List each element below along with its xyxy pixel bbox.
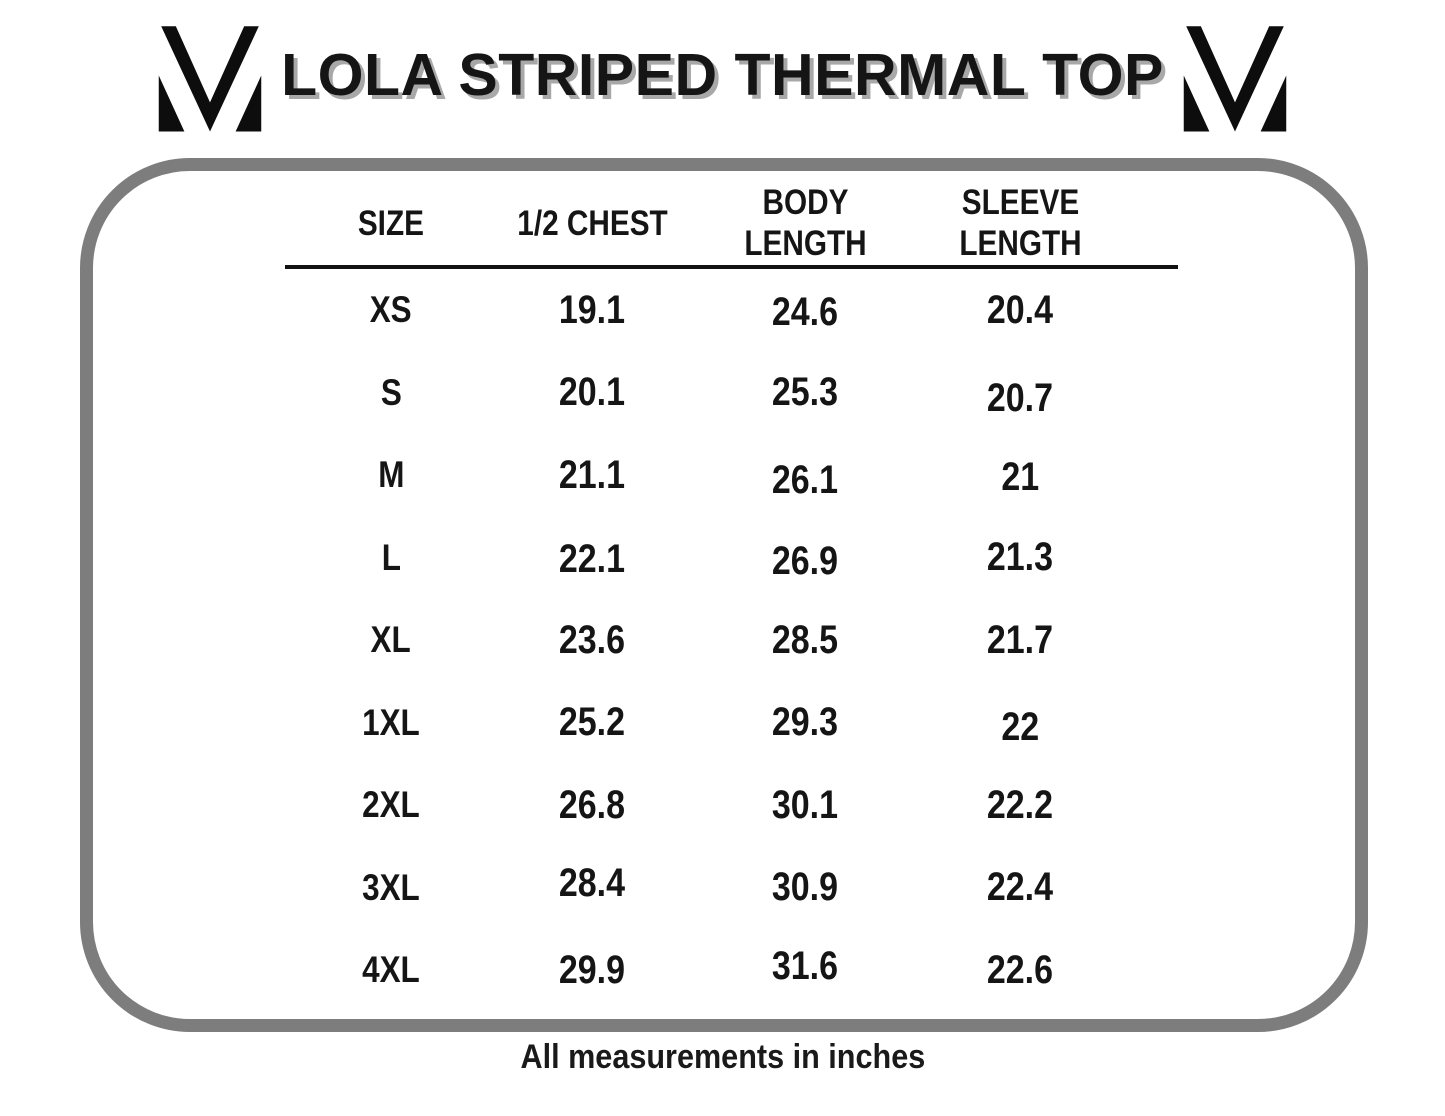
body-length-value: 24.6 xyxy=(771,289,839,334)
column-header-body-length: BODY LENGTH xyxy=(743,183,867,263)
table-row: S 20.1 25.3 20.7 xyxy=(285,352,1178,435)
brand-m-logo-icon xyxy=(1174,24,1296,136)
half-chest-value: 26.8 xyxy=(558,782,626,827)
sleeve-length-value: 20.7 xyxy=(986,376,1054,421)
table-row: 2XL 26.8 30.1 22.2 xyxy=(285,764,1178,847)
half-chest-value: 25.2 xyxy=(558,700,626,745)
size-label: XS xyxy=(370,289,412,331)
table-row: 3XL 28.4 30.9 22.4 xyxy=(285,847,1178,930)
body-length-value: 30.1 xyxy=(771,782,839,827)
header: LOLA STRIPED THERMAL TOP xyxy=(0,24,1445,136)
half-chest-value: 21.1 xyxy=(558,452,626,497)
table-row: XL 23.6 28.5 21.7 xyxy=(285,599,1178,682)
sleeve-length-value: 22 xyxy=(1001,705,1039,750)
table-header-row: SIZE 1/2 CHEST BODY LENGTH SLEEVE LENGTH xyxy=(285,183,1178,265)
half-chest-value: 28.4 xyxy=(558,861,626,906)
half-chest-value: 29.9 xyxy=(558,947,626,992)
header-underline xyxy=(285,265,1178,269)
sleeve-length-value: 21 xyxy=(1001,454,1039,499)
size-label: 2XL xyxy=(362,784,420,826)
table-row: L 22.1 26.9 21.3 xyxy=(285,517,1178,600)
brand-m-logo-icon xyxy=(149,24,271,136)
sleeve-length-value: 22.4 xyxy=(986,865,1054,910)
sleeve-length-value: 21.3 xyxy=(986,535,1054,580)
size-label: 3XL xyxy=(362,866,420,908)
body-length-value: 25.3 xyxy=(771,370,839,415)
size-label: XL xyxy=(370,619,412,661)
body-length-value: 26.9 xyxy=(771,539,839,584)
body-length-value: 28.5 xyxy=(771,617,839,662)
table-row: 1XL 25.2 29.3 22 xyxy=(285,682,1178,765)
size-label: L xyxy=(381,536,401,578)
half-chest-value: 23.6 xyxy=(558,617,626,662)
size-chart-table: SIZE 1/2 CHEST BODY LENGTH SLEEVE LENGTH… xyxy=(285,183,1178,1012)
measurement-note: All measurements in inches xyxy=(520,1038,925,1076)
sleeve-length-value: 21.7 xyxy=(986,617,1054,662)
body-length-value: 30.9 xyxy=(771,865,839,910)
table-row: M 21.1 26.1 21 xyxy=(285,434,1178,517)
sleeve-length-value: 20.4 xyxy=(986,287,1054,332)
size-label: 1XL xyxy=(362,701,420,743)
half-chest-value: 19.1 xyxy=(558,287,626,332)
table-row: 4XL 29.9 31.6 22.6 xyxy=(285,929,1178,1012)
half-chest-value: 20.1 xyxy=(558,370,626,415)
size-label: M xyxy=(377,454,405,496)
body-length-value: 26.1 xyxy=(771,457,839,502)
size-label: 4XL xyxy=(362,949,420,991)
column-header-size: SIZE xyxy=(357,203,425,243)
column-header-half-chest: 1/2 CHEST xyxy=(516,203,668,243)
sleeve-length-value: 22.6 xyxy=(986,947,1054,992)
column-header-sleeve-length: SLEEVE LENGTH xyxy=(958,183,1082,263)
page-title: LOLA STRIPED THERMAL TOP xyxy=(281,42,1164,108)
table-row: XS 19.1 24.6 20.4 xyxy=(285,269,1178,352)
sleeve-length-value: 22.2 xyxy=(986,782,1054,827)
size-label: S xyxy=(380,371,402,413)
chart-frame xyxy=(80,158,1368,1032)
body-length-value: 29.3 xyxy=(771,700,839,745)
body-length-value: 31.6 xyxy=(771,943,839,988)
half-chest-value: 22.1 xyxy=(558,537,626,582)
table-body: XS 19.1 24.6 20.4 S 20.1 25.3 20.7 M 21.… xyxy=(285,269,1178,1012)
